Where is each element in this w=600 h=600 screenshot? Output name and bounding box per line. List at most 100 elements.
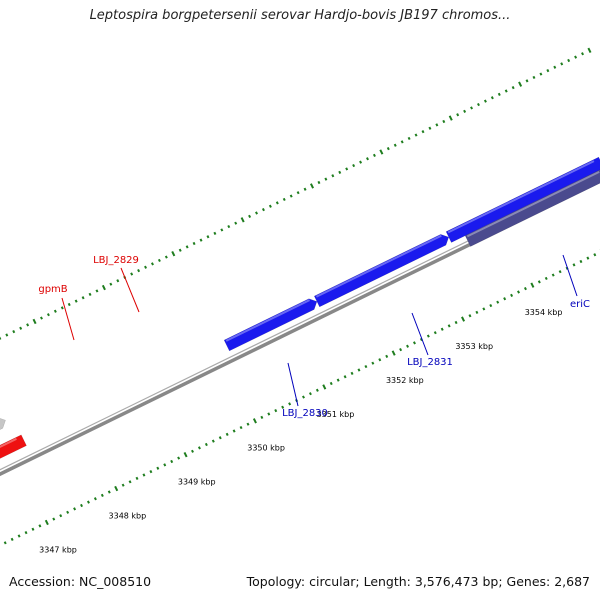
inner-tick	[496, 300, 500, 304]
inner-tick	[350, 371, 354, 375]
outer-tick	[261, 208, 265, 212]
outer-tick	[227, 224, 231, 229]
outer-tick	[428, 126, 432, 130]
inner-tick	[274, 409, 278, 413]
inner-tick	[489, 303, 493, 308]
gene-label-lbj-2830[interactable]: LBJ_2830	[282, 408, 328, 419]
gene-lbj-2830[interactable]	[223, 298, 318, 352]
inner-tick	[218, 436, 222, 440]
inner-tick	[523, 287, 527, 291]
outer-tick	[366, 157, 369, 161]
gene-label-gpmb[interactable]: gpmB	[38, 284, 67, 295]
gene-lbj-2829[interactable]	[0, 417, 6, 452]
inner-tick	[447, 324, 451, 328]
outer-tick	[456, 113, 460, 117]
inner-tick	[44, 519, 49, 526]
outer-tick	[101, 284, 106, 291]
inner-tick-ring	[3, 249, 600, 545]
outer-tick	[414, 133, 418, 137]
scale-label: 3352 kbp	[386, 376, 424, 385]
outer-tick	[67, 302, 71, 307]
outer-tick	[463, 109, 467, 113]
outer-tick	[448, 115, 453, 121]
outer-tick	[435, 123, 439, 127]
outer-tick	[12, 330, 16, 334]
gene-features[interactable]	[0, 156, 600, 551]
outer-tick	[352, 163, 356, 168]
scale-label: 3350 kbp	[247, 444, 285, 453]
outer-tick	[310, 183, 315, 189]
inner-tick	[128, 480, 132, 484]
outer-tick	[379, 149, 384, 155]
inner-tick	[100, 493, 104, 497]
outer-tick	[248, 214, 252, 219]
gene-label-lbj-2831[interactable]: LBJ_2831	[407, 357, 453, 368]
scale-label: 3351 kbp	[317, 410, 355, 419]
outer-tick-ring	[0, 47, 592, 340]
backbone-line	[0, 179, 600, 477]
outer-tick	[171, 250, 176, 257]
inner-tick	[378, 358, 382, 362]
inner-tick	[586, 256, 590, 260]
gene-reverse[interactable]	[0, 434, 27, 463]
gene-label-eric[interactable]: eriC	[570, 299, 590, 310]
outer-tick	[26, 323, 30, 327]
outer-tick	[116, 279, 120, 283]
outer-tick	[442, 119, 446, 124]
outer-tick	[393, 143, 397, 147]
outer-tick	[553, 65, 557, 69]
inner-tick	[24, 531, 28, 535]
inner-tick	[530, 282, 535, 288]
inner-tick	[149, 470, 153, 474]
gene-highlight	[225, 299, 310, 342]
inner-tick	[482, 307, 486, 311]
inner-tick	[399, 348, 403, 352]
outer-tick	[372, 153, 376, 157]
outer-tick	[532, 75, 536, 80]
inner-tick	[107, 490, 111, 494]
scale-label: 3353 kbp	[455, 342, 493, 351]
inner-tick	[537, 280, 541, 284]
inner-tick	[558, 270, 562, 274]
inner-tick	[343, 375, 347, 379]
inner-tick	[357, 368, 361, 372]
inner-tick	[93, 497, 97, 501]
outer-tick	[504, 89, 508, 93]
inner-tick	[260, 415, 264, 420]
inner-tick	[371, 361, 375, 365]
outer-tick	[199, 238, 203, 242]
gene-label-leader	[562, 254, 578, 297]
inner-tick	[3, 541, 7, 545]
outer-tick	[296, 191, 300, 195]
outer-tick	[560, 62, 564, 66]
inner-tick	[86, 500, 90, 504]
accession-text: Accession: NC_008510	[9, 574, 152, 589]
inner-tick	[385, 354, 389, 359]
inner-tick	[510, 293, 514, 298]
gene-labels[interactable]: gpmB LBJ_2829 LBJ_2830 LBJ_2831 eriC	[38, 255, 590, 419]
gene-lbj-2831[interactable]	[313, 234, 450, 308]
outer-tick	[421, 130, 425, 134]
gene-label-lbj-2829[interactable]: LBJ_2829	[93, 255, 139, 266]
outer-tick	[88, 292, 92, 296]
gene-eric[interactable]	[464, 168, 600, 247]
inner-tick	[170, 459, 174, 464]
gene-forward[interactable]	[445, 156, 600, 243]
map-title: Leptospira borgpetersenii serovar Hardjo…	[89, 8, 511, 23]
outer-tick	[359, 160, 363, 164]
outer-tick	[192, 241, 196, 246]
outer-tick	[220, 228, 224, 232]
scale-label: 3347 kbp	[39, 545, 77, 554]
inner-tick	[593, 253, 597, 257]
outer-tick	[483, 99, 487, 103]
inner-tick	[475, 310, 479, 314]
inner-tick	[156, 466, 160, 470]
inner-tick	[336, 378, 340, 382]
outer-tick	[289, 194, 293, 198]
inner-tick	[281, 405, 285, 409]
inner-tick	[454, 320, 458, 325]
outer-tick	[386, 147, 390, 151]
outer-tick	[497, 92, 501, 96]
inner-tick	[308, 392, 312, 396]
